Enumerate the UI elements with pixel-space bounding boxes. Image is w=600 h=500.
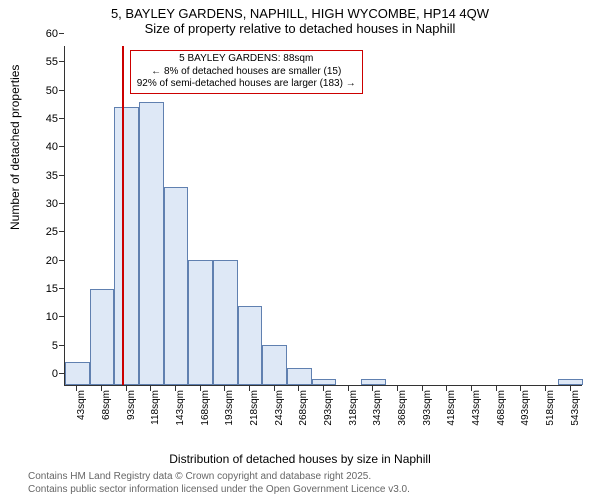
y-tick: 50: [38, 85, 64, 97]
y-tick-label: 40: [46, 141, 58, 153]
y-tick-label: 60: [46, 28, 58, 40]
bar: [312, 379, 337, 385]
x-tick-label: 318sqm: [348, 390, 359, 426]
page-title-line2: Size of property relative to detached ho…: [0, 21, 600, 36]
footer: Contains HM Land Registry data © Crown c…: [28, 471, 410, 496]
y-tick: 60: [38, 28, 64, 40]
x-tick-label: 293sqm: [323, 390, 334, 426]
y-tick: 15: [38, 283, 64, 295]
bar: [188, 260, 213, 385]
x-tick-label: 43sqm: [76, 390, 87, 420]
y-tick: 35: [38, 170, 64, 182]
bar: [90, 289, 115, 385]
y-tick: 0: [38, 368, 64, 380]
x-tick-label: 443sqm: [471, 390, 482, 426]
y-tick: 25: [38, 226, 64, 238]
x-tick-label: 493sqm: [520, 390, 531, 426]
x-tick-label: 518sqm: [545, 390, 556, 426]
y-axis-ticks: 051015202530354045505560: [42, 46, 64, 386]
y-tick-label: 45: [46, 113, 58, 125]
y-tick-label: 25: [46, 226, 58, 238]
x-tick-label: 468sqm: [496, 390, 507, 426]
y-tick-label: 20: [46, 255, 58, 267]
bar: [65, 362, 90, 385]
x-tick-label: 393sqm: [422, 390, 433, 426]
annot-line3: 92% of semi-detached houses are larger (…: [137, 78, 356, 91]
footer-line2: Contains public sector information licen…: [28, 484, 410, 497]
bar: [213, 260, 238, 385]
x-axis-ticks: 43sqm68sqm93sqm118sqm143sqm168sqm193sqm2…: [64, 386, 582, 414]
y-tick-label: 50: [46, 85, 58, 97]
footer-line1: Contains HM Land Registry data © Crown c…: [28, 471, 410, 484]
bar: [558, 379, 583, 385]
x-tick-label: 68sqm: [101, 390, 112, 420]
y-tick-label: 0: [52, 368, 58, 380]
y-tick: 30: [38, 198, 64, 210]
y-tick-label: 30: [46, 198, 58, 210]
bar: [361, 379, 386, 385]
x-tick-label: 118sqm: [150, 390, 161, 425]
annot-line1: 5 BAYLEY GARDENS: 88sqm: [137, 53, 356, 66]
bar: [238, 306, 263, 385]
bar: [164, 187, 189, 385]
annotation-box: 5 BAYLEY GARDENS: 88sqm ← 8% of detached…: [130, 50, 363, 94]
bar: [262, 345, 287, 385]
bar: [287, 368, 312, 385]
y-tick: 5: [38, 340, 64, 352]
x-tick-label: 143sqm: [175, 390, 186, 426]
y-tick-label: 5: [52, 340, 58, 352]
y-tick: 55: [38, 56, 64, 68]
y-tick-label: 35: [46, 170, 58, 182]
bar: [139, 102, 164, 385]
x-tick-label: 418sqm: [446, 390, 457, 426]
x-axis-label: Distribution of detached houses by size …: [0, 452, 600, 466]
y-tick: 40: [38, 141, 64, 153]
x-tick-label: 268sqm: [298, 390, 309, 426]
y-tick-label: 10: [46, 311, 58, 323]
page-title-line1: 5, BAYLEY GARDENS, NAPHILL, HIGH WYCOMBE…: [0, 6, 600, 21]
bar: [114, 107, 139, 385]
x-tick-label: 543sqm: [570, 390, 581, 426]
x-tick-label: 93sqm: [126, 390, 137, 420]
x-tick-label: 193sqm: [224, 390, 235, 426]
y-tick: 10: [38, 311, 64, 323]
y-axis-label: Number of detached properties: [8, 65, 22, 230]
x-tick-label: 168sqm: [200, 390, 211, 426]
x-tick-label: 243sqm: [274, 390, 285, 426]
x-tick-label: 343sqm: [372, 390, 383, 426]
marker-line: [122, 46, 124, 385]
plot-area: 5 BAYLEY GARDENS: 88sqm ← 8% of detached…: [64, 46, 582, 386]
histogram-bars: [65, 46, 582, 385]
y-tick: 45: [38, 113, 64, 125]
y-tick-label: 55: [46, 56, 58, 68]
x-tick-label: 368sqm: [397, 390, 408, 426]
annot-line2: ← 8% of detached houses are smaller (15): [137, 66, 356, 79]
x-tick-label: 218sqm: [249, 390, 260, 426]
y-tick-label: 15: [46, 283, 58, 295]
y-tick: 20: [38, 255, 64, 267]
chart: 051015202530354045505560 5 BAYLEY GARDEN…: [42, 46, 582, 414]
